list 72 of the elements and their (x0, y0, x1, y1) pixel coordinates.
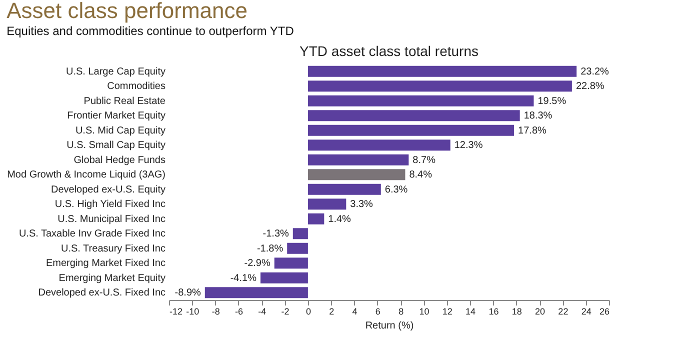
bar (308, 169, 406, 180)
bar (308, 66, 577, 77)
data-label: -2.9% (244, 258, 270, 270)
data-label: 6.3% (384, 184, 408, 196)
bar (308, 213, 324, 224)
y-tick-label: U.S. Treasury Fixed Inc (61, 243, 166, 254)
x-tick-label: 12 (442, 306, 452, 316)
data-label: -1.3% (262, 228, 289, 240)
y-tick-label: Commodities (107, 81, 166, 92)
y-tick-label: Mod Growth & Income Liquid (3AG) (7, 170, 166, 181)
x-tick-label: -8 (212, 306, 220, 316)
y-tick-label: U.S. Small Cap Equity (66, 140, 166, 152)
data-label: 19.5% (538, 96, 566, 107)
y-tick-label: U.S. Large Cap Equity (66, 66, 166, 78)
data-label: 22.8% (576, 81, 604, 92)
x-tick-label: -10 (186, 306, 200, 316)
bar (274, 258, 308, 269)
y-tick-label: U.S. Mid Cap Equity (75, 125, 166, 136)
data-label: 8.4% (409, 170, 432, 181)
y-tick-label: Developed ex-U.S. Equity (50, 184, 166, 196)
bar (308, 124, 514, 136)
data-label: -8.9% (174, 288, 201, 299)
x-tick-label: 6 (375, 306, 380, 316)
x-tick-label: 10 (419, 306, 430, 316)
data-label: 8.7% (412, 154, 436, 166)
y-tick-label: U.S. Municipal Fixed Inc (58, 214, 166, 225)
x-axis-title: Return (%) (365, 320, 414, 332)
data-label: 1.4% (328, 214, 352, 225)
x-tick-label: -6 (234, 306, 243, 316)
bar (260, 272, 308, 284)
x-tick-label: 4 (352, 306, 358, 316)
chart-title: Asset class performance (6, 0, 248, 23)
bar (308, 110, 520, 122)
x-tick-label: 8 (398, 306, 404, 316)
x-tick-label: -2 (281, 306, 290, 316)
bar (308, 95, 534, 106)
bar (308, 80, 572, 92)
x-tick-label: 22 (558, 306, 568, 316)
y-tick-label: Emerging Market Equity (58, 272, 166, 284)
bar (292, 228, 308, 240)
x-tick-label: 20 (535, 306, 546, 316)
x-tick-label: 2 (329, 306, 334, 316)
data-label: 12.3% (454, 140, 483, 152)
data-label: 17.8% (518, 125, 547, 136)
x-tick-label: 26 (599, 306, 610, 316)
bar (287, 242, 308, 254)
chart-subtitle: Equities and commodities continue to outperform YTD (6, 24, 294, 38)
data-label: 23.2% (580, 66, 610, 78)
data-label: 3.3% (350, 199, 374, 210)
x-tick-label: -4 (258, 306, 266, 316)
y-tick-label: U.S. High Yield Fixed Inc (54, 199, 166, 210)
y-tick-label: Emerging Market Fixed Inc (46, 258, 166, 270)
text: YTD asset class total returns (300, 43, 478, 59)
bar (308, 140, 450, 151)
y-tick-label: Global Hedge Funds (74, 154, 166, 166)
data-label: -1.8% (256, 243, 284, 254)
data-label: -4.1% (230, 272, 257, 284)
x-tick-label: 16 (488, 306, 499, 316)
y-tick-label: Developed ex-U.S. Fixed Inc (38, 288, 166, 299)
x-tick-label: 0 (306, 306, 311, 316)
x-tick-label: 24 (581, 306, 592, 316)
y-tick-label: Frontier Market Equity (67, 110, 166, 122)
x-tick-label: 14 (466, 306, 476, 316)
x-tick-label: -12 (170, 306, 183, 316)
bar (308, 154, 409, 166)
y-tick-label: U.S. Taxable Inv Grade Fixed Inc (18, 228, 166, 240)
bar (308, 198, 346, 210)
data-label: 18.3% (524, 110, 552, 122)
y-tick-label: Public Real Estate (84, 96, 166, 107)
bar (204, 287, 308, 298)
bar (308, 184, 381, 195)
x-tick-label: 18 (512, 306, 522, 316)
